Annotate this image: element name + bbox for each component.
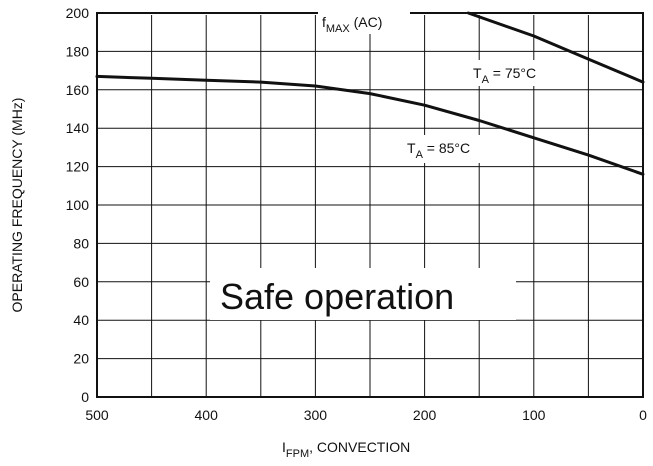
x-tick-label: 300 bbox=[304, 407, 328, 423]
series-75-label: TA = 75°C bbox=[473, 65, 536, 86]
x-tick-label: 400 bbox=[195, 407, 219, 423]
x-tick-label: 500 bbox=[85, 407, 109, 423]
series-75-label-bg bbox=[466, 60, 566, 86]
y-tick-label: 80 bbox=[73, 235, 89, 251]
annotation-safe-operation: Safe operation bbox=[220, 276, 454, 317]
y-tick-label: 60 bbox=[73, 274, 89, 290]
y-tick-label: 140 bbox=[66, 120, 90, 136]
x-axis-label: IFPM, CONVECTION bbox=[282, 439, 410, 460]
y-tick-label: 100 bbox=[66, 197, 90, 213]
x-tick-labels: 500 400 300 200 100 0 bbox=[85, 407, 647, 423]
y-tick-label: 120 bbox=[66, 159, 90, 175]
annotation-bg bbox=[210, 268, 516, 320]
y-tick-labels: 0 20 40 60 80 100 120 140 160 180 200 bbox=[66, 5, 90, 405]
y-axis-label: OPERATING FREQUENCY (MHz) bbox=[9, 98, 25, 313]
x-tick-label: 0 bbox=[639, 407, 647, 423]
series-lines bbox=[95, 11, 645, 176]
y-tick-label: 40 bbox=[73, 312, 89, 328]
series-85-label-bg bbox=[400, 135, 498, 163]
x-tick-label: 100 bbox=[522, 407, 546, 423]
y-tick-label: 180 bbox=[66, 43, 90, 59]
series-85-label: TA = 85°C bbox=[407, 140, 470, 161]
x-tick-label: 200 bbox=[413, 407, 437, 423]
series-line-0 bbox=[466, 11, 645, 84]
y-tick-label: 0 bbox=[81, 389, 89, 405]
grid bbox=[97, 13, 643, 397]
fmax-label: fMAX (AC) bbox=[322, 14, 382, 35]
y-tick-label: 20 bbox=[73, 351, 89, 367]
y-tick-label: 200 bbox=[66, 5, 90, 21]
series-line-1 bbox=[95, 74, 645, 176]
y-tick-label: 160 bbox=[66, 82, 90, 98]
fmax-label-bg bbox=[318, 0, 410, 34]
